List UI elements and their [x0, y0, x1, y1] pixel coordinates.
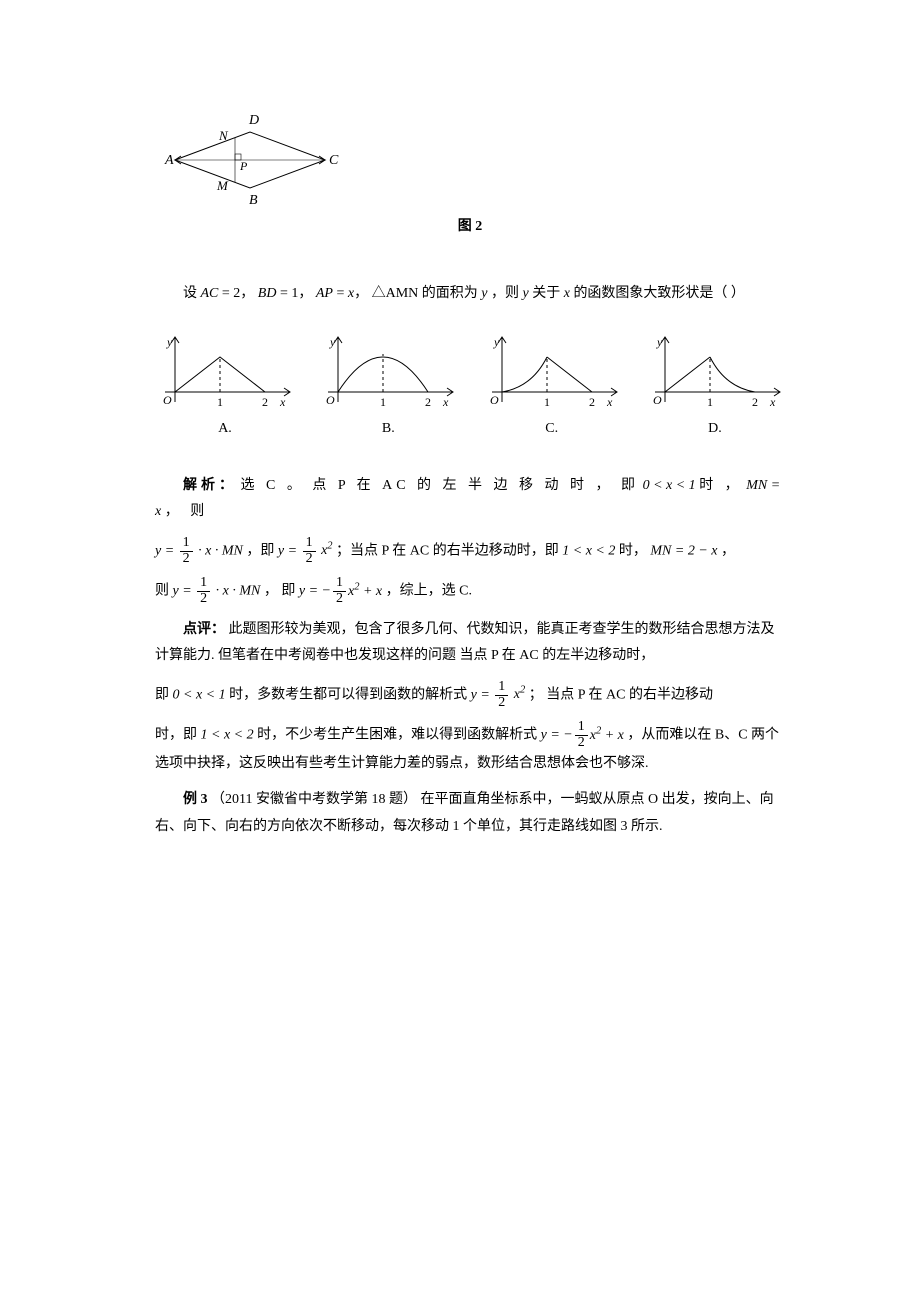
svg-text:O: O — [163, 393, 172, 407]
svg-text:x: x — [279, 395, 286, 409]
example-3: 例 3 （2011 安徽省中考数学第 18 题） 在平面直角坐标系中，一蚂蚁从原… — [155, 787, 785, 840]
label-P: P — [239, 159, 248, 173]
problem-statement: 设 AC = 2， BD = 1， AP = x， △AMN 的面积为 y ，则… — [155, 281, 785, 308]
svg-text:x: x — [606, 395, 613, 409]
svg-text:y: y — [166, 335, 173, 349]
solution-head: 解析： — [183, 478, 237, 493]
svg-text:2: 2 — [752, 395, 758, 409]
svg-text:y: y — [493, 335, 500, 349]
svg-text:x: x — [442, 395, 449, 409]
label-A: A — [164, 153, 174, 168]
solution-line1: 解析： 选 C 。 点 P 在 AC 的 左 半 边 移 动 时 ， 即 0 <… — [155, 473, 785, 526]
figure-2-caption: 图 2 — [155, 214, 785, 241]
label-D: D — [248, 113, 259, 128]
solution-line2: y = 12 · x · MN ，即 y = 12 x2 ；当点 P 在 AC … — [155, 536, 785, 566]
label-C: C — [329, 153, 339, 168]
comment-para3: 时，即 1 < x < 2 时，不少考生产生困难，难以得到函数解析式 y = −… — [155, 720, 785, 777]
choice-A-label: A. — [155, 416, 295, 443]
choice-C-label: C. — [482, 416, 622, 443]
svg-text:1: 1 — [544, 395, 550, 409]
label-N: N — [218, 128, 229, 143]
choice-B: O y x 1 2 B. — [318, 332, 458, 443]
svg-text:1: 1 — [380, 395, 386, 409]
svg-text:2: 2 — [425, 395, 431, 409]
svg-text:2: 2 — [589, 395, 595, 409]
choice-D: O y x 1 2 D. — [645, 332, 785, 443]
svg-text:y: y — [656, 335, 663, 349]
comment-para2: 即 0 < x < 1 时，多数考生都可以得到函数的解析式 y = 12 x2 … — [155, 680, 785, 710]
svg-text:2: 2 — [262, 395, 268, 409]
choice-B-label: B. — [318, 416, 458, 443]
comment-head: 点评： — [183, 622, 225, 637]
choice-D-label: D. — [645, 416, 785, 443]
comment-para1: 点评： 此题图形较为美观，包含了很多几何、代数知识，能真正考查学生的数形结合思想… — [155, 617, 785, 670]
svg-text:y: y — [329, 335, 336, 349]
svg-text:O: O — [326, 393, 335, 407]
choice-A: O y x 1 2 A. — [155, 332, 295, 443]
label-M: M — [216, 178, 229, 193]
example-3-head: 例 3 — [183, 792, 208, 807]
svg-text:O: O — [490, 393, 499, 407]
choice-row: O y x 1 2 A. O y x 1 2 B. — [155, 332, 785, 443]
svg-text:1: 1 — [707, 395, 713, 409]
rhombus-diagram: A D C B N M P — [155, 110, 345, 210]
figure-2: A D C B N M P 图 2 — [155, 110, 785, 241]
choice-C: O y x 1 2 C. — [482, 332, 622, 443]
svg-text:1: 1 — [217, 395, 223, 409]
label-B: B — [249, 193, 258, 208]
svg-text:O: O — [653, 393, 662, 407]
svg-text:x: x — [769, 395, 776, 409]
problem-prefix: 设 — [183, 286, 197, 301]
solution-line3: 则 y = 12 · x · MN ， 即 y = −12x2 + x ，综上，… — [155, 576, 785, 606]
